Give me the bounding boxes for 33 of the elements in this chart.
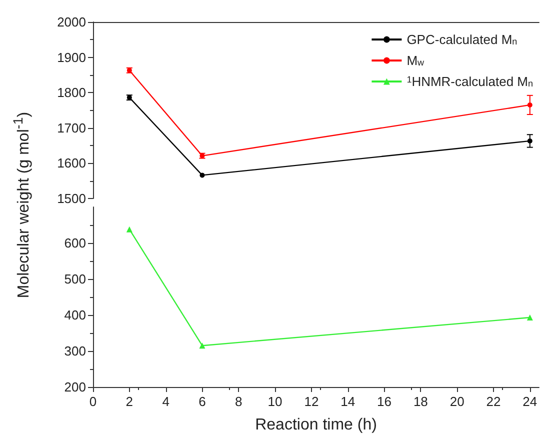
y-tick-label: 1700 bbox=[57, 120, 86, 136]
y-tick-label: 200 bbox=[64, 380, 86, 394]
y-tick-label: 300 bbox=[64, 344, 86, 358]
y-tick-label: 1600 bbox=[57, 156, 86, 171]
point bbox=[527, 138, 532, 144]
point bbox=[526, 314, 533, 321]
point bbox=[126, 226, 132, 232]
x-tick-label: 2 bbox=[126, 394, 134, 409]
x-tick-label: 22 bbox=[486, 394, 501, 409]
point bbox=[527, 102, 532, 108]
x-tick-label: 12 bbox=[304, 394, 319, 409]
y-tick-label: 500 bbox=[64, 272, 86, 286]
y-tick-label: 600 bbox=[64, 236, 86, 250]
legend-label: GPC-calculated Mn bbox=[406, 32, 518, 47]
x-tick-label: 8 bbox=[235, 394, 242, 409]
x-tick-label: 0 bbox=[89, 394, 97, 409]
y-tick-label: 1500 bbox=[57, 191, 86, 206]
y-tick-label: 400 bbox=[64, 308, 86, 322]
x-tick-label: 18 bbox=[413, 394, 428, 409]
x-axis-title: Reaction time (h) bbox=[255, 416, 377, 434]
y-tick-label: 2000 bbox=[57, 14, 86, 30]
x-tick-label: 16 bbox=[377, 394, 392, 409]
x-tick-label: 10 bbox=[268, 394, 282, 409]
legend-label: Mw bbox=[406, 53, 425, 68]
point bbox=[199, 342, 206, 349]
y-tick-label: 1900 bbox=[57, 50, 86, 65]
x-tick-label: 14 bbox=[340, 394, 356, 409]
point bbox=[200, 172, 205, 178]
x-tick-label: 6 bbox=[198, 394, 206, 409]
x-tick-label: 4 bbox=[162, 394, 170, 409]
x-tick-label: 20 bbox=[450, 394, 464, 409]
y-tick-label: 1800 bbox=[57, 85, 86, 100]
x-tick-label: 24 bbox=[522, 394, 538, 409]
